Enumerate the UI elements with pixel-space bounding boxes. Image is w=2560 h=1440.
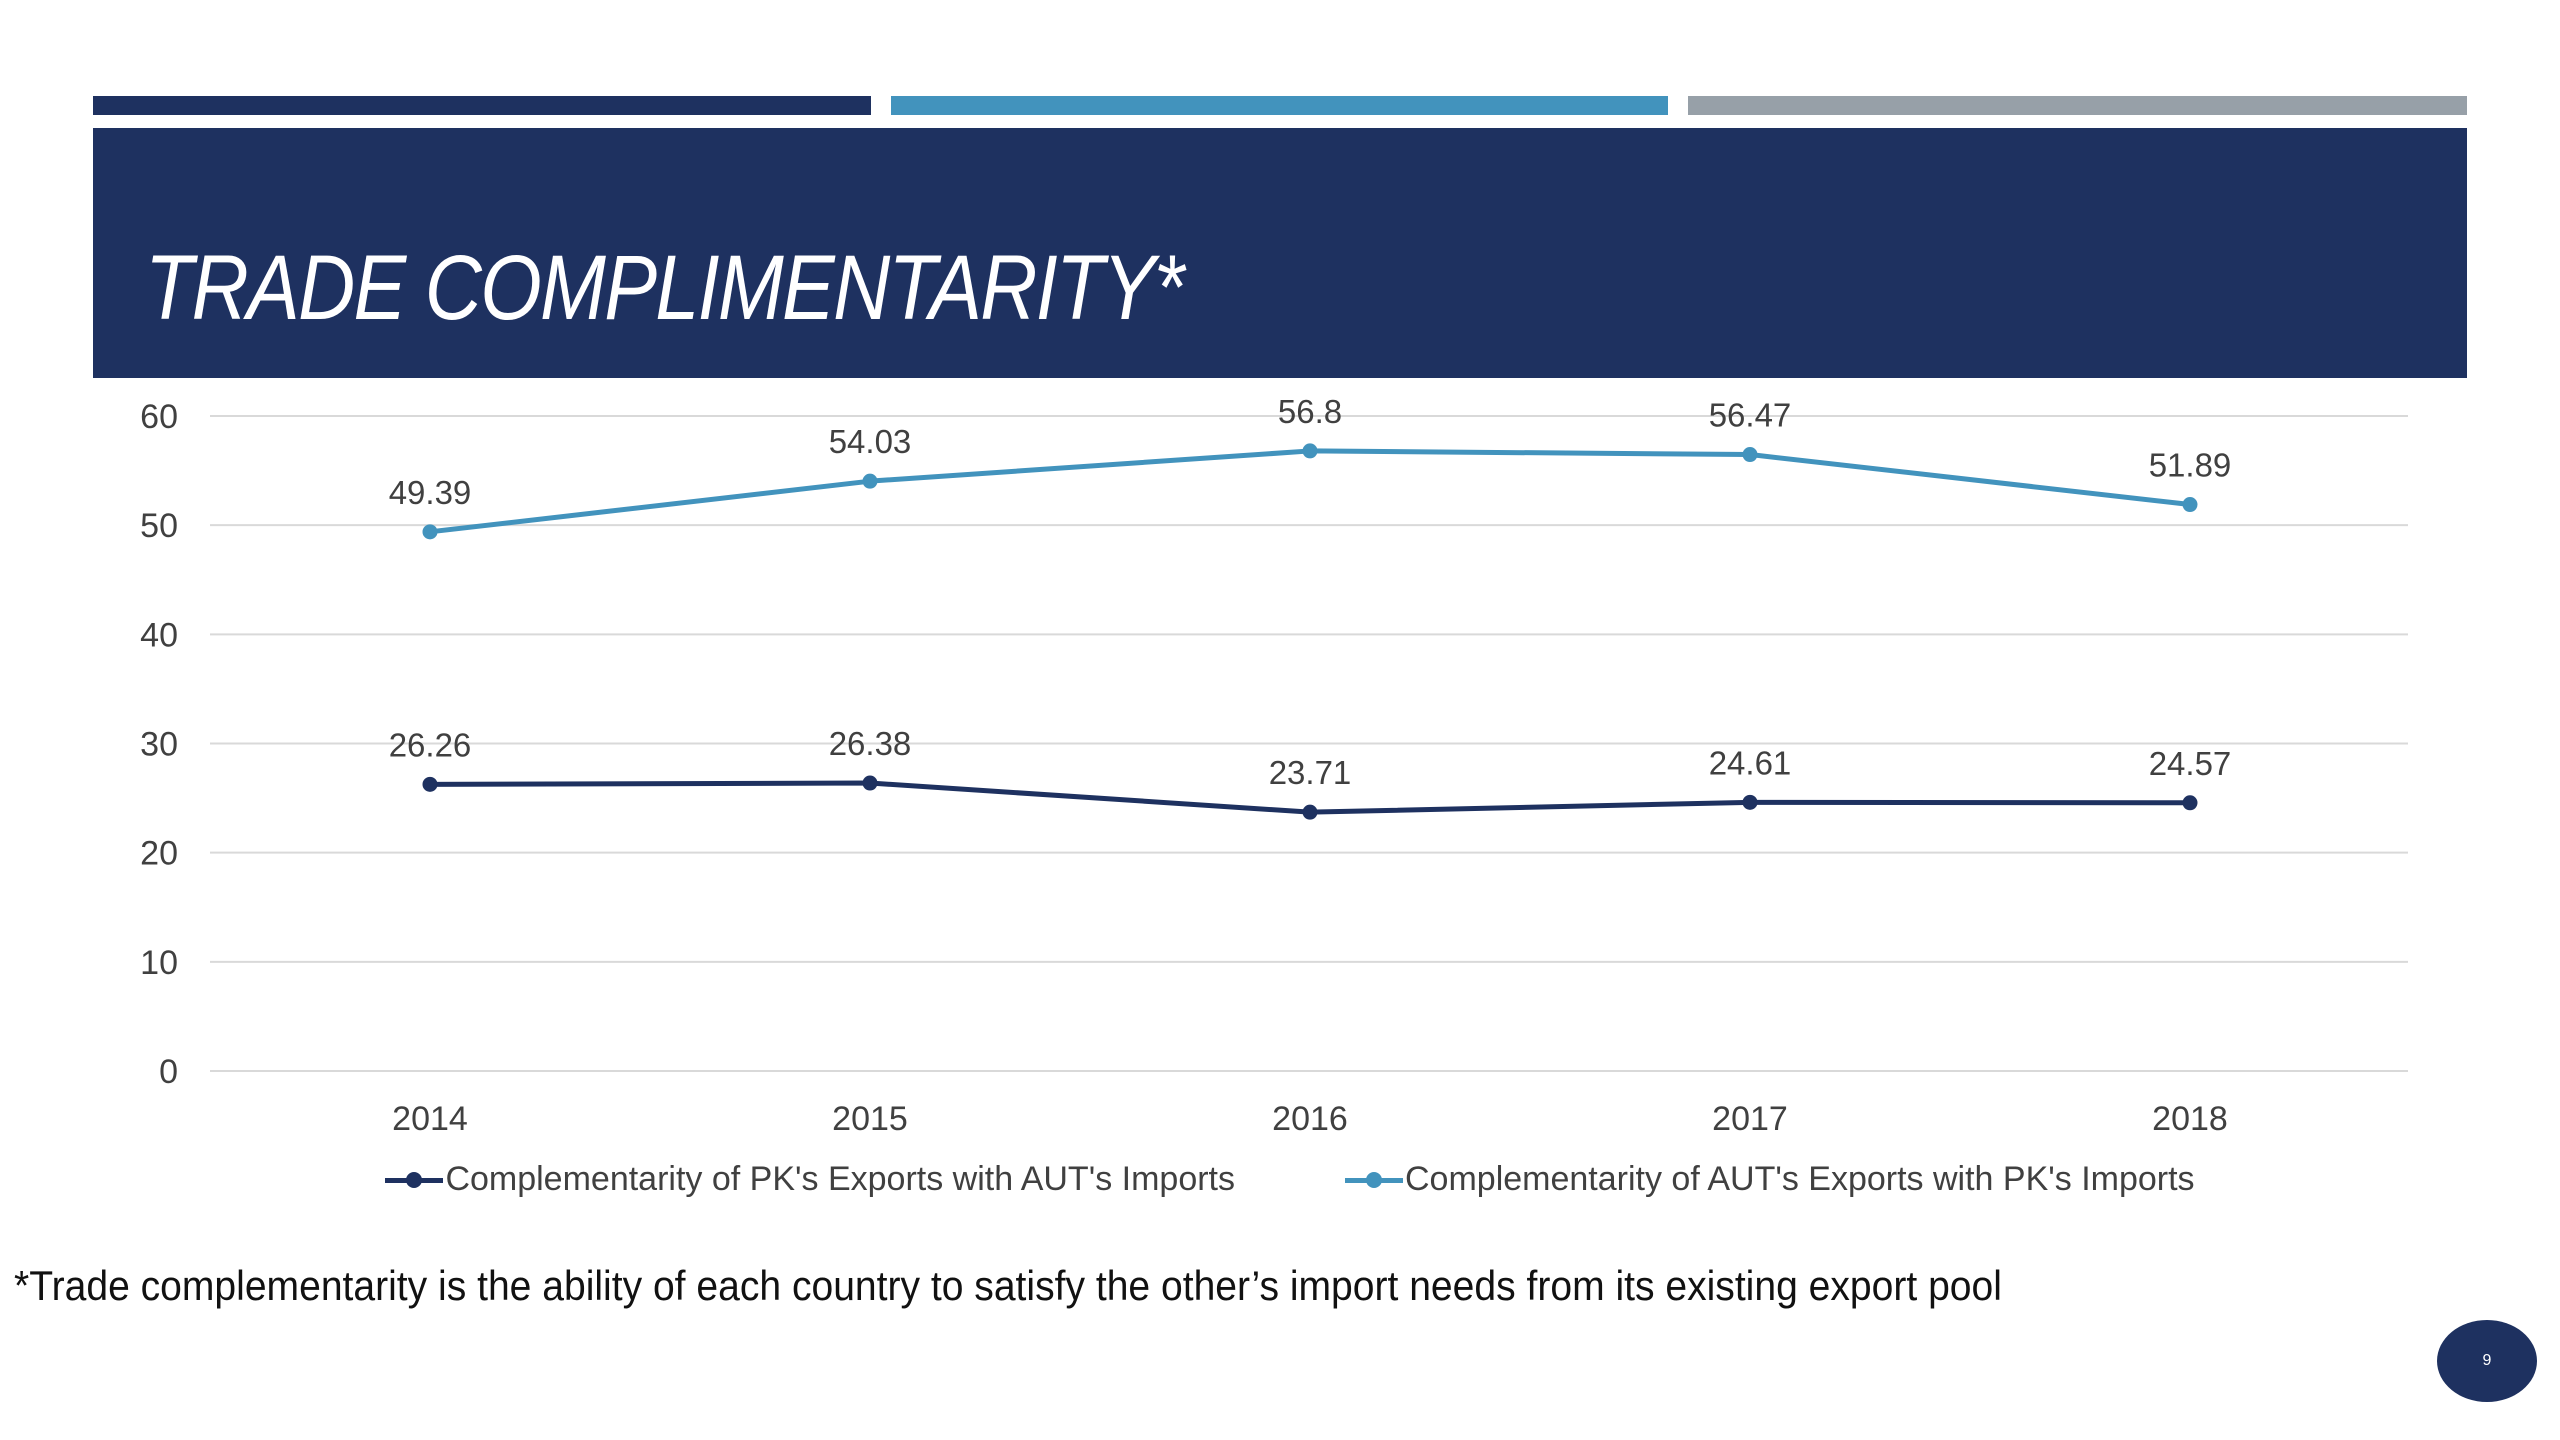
y-tick-label: 60 [140,398,178,436]
y-tick-label: 0 [159,1053,178,1091]
data-label: 24.57 [2149,745,2232,782]
legend-item-aut-exports: Complementarity of AUT's Exports with PK… [1345,1160,2195,1199]
data-point [2182,795,2198,811]
y-tick-label: 50 [140,507,178,545]
page-number-badge: 9 [2437,1320,2537,1402]
data-point [1302,804,1318,820]
data-label: 56.47 [1709,397,1792,434]
y-tick-label: 40 [140,616,178,654]
data-label: 23.71 [1269,754,1352,791]
data-label: 49.39 [389,474,472,511]
data-point [1742,447,1758,463]
series-line [429,448,2191,535]
legend-marker-icon [1345,1170,1403,1190]
legend-label: Complementarity of PK's Exports with AUT… [445,1160,1235,1198]
x-tick-label: 2017 [1712,1100,1788,1138]
data-point [422,524,438,540]
gridlines [210,415,2408,1072]
data-label: 51.89 [2149,447,2232,484]
data-label: 26.38 [829,725,912,762]
data-point [422,776,438,792]
legend-marker-icon [385,1170,444,1190]
y-tick-label: 10 [140,944,178,982]
data-point [2182,497,2198,513]
data-label: 26.26 [389,726,472,763]
data-point [862,775,878,791]
x-tick-label: 2014 [392,1100,468,1138]
title-band: TRADE COMPLIMENTARITY* [93,128,2467,378]
slide-title: TRADE COMPLIMENTARITY* [145,237,1184,339]
x-axis-ticks: 2014 2015 2016 2017 2018 [392,1100,2228,1138]
data-point [1742,794,1758,810]
y-tick-label: 30 [140,726,178,764]
data-label: 56.8 [1278,393,1342,430]
data-point [1302,443,1318,459]
legend-item-pk-exports: Complementarity of PK's Exports with AUT… [385,1160,1235,1199]
legend: Complementarity of PK's Exports with AUT… [0,1160,2560,1199]
x-tick-label: 2015 [832,1100,908,1138]
y-tick-label: 20 [140,835,178,873]
data-label: 24.61 [1709,744,1792,781]
legend-label: Complementarity of AUT's Exports with PK… [1405,1160,2195,1198]
series-group: 26.26 26.38 23.71 24.61 24.57 49.39 54.03 56.8 5… [389,393,2232,820]
data-point [862,473,878,489]
x-tick-label: 2018 [2152,1100,2228,1138]
accent-bar-navy [93,96,871,115]
series-0: 26.26 26.38 23.71 24.61 24.57 [389,725,2232,820]
x-tick-label: 2016 [1272,1100,1348,1138]
accent-bar-blue [891,96,1668,115]
series-1: 49.39 54.03 56.8 56.47 51.89 [389,393,2232,540]
footnote: *Trade complementarity is the ability of… [14,1262,2002,1309]
data-label: 54.03 [829,423,912,460]
y-axis-ticks: 0 10 20 30 40 50 60 [140,398,178,1091]
accent-bar-gray [1688,96,2467,115]
